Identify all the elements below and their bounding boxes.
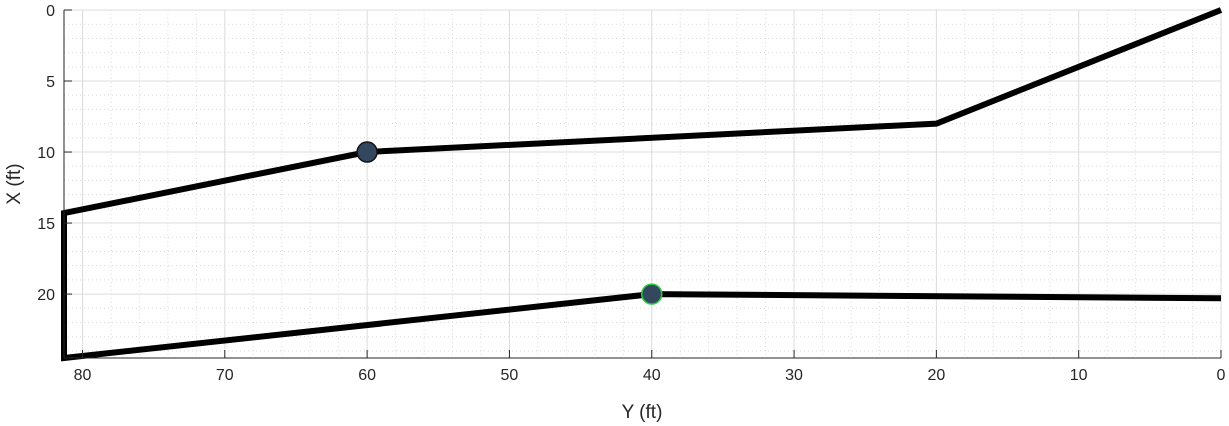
y-tick-label: 10 (37, 145, 55, 162)
x-tick-label: 70 (216, 367, 234, 384)
marker-layer (356, 141, 663, 305)
tick-layer: 80 70 60 50 40 30 20 10 0 0 5 10 15 20 (37, 3, 1225, 384)
y-tick-label: 15 (37, 216, 55, 233)
y-tick-label: 0 (46, 3, 55, 20)
y-tick-label: 20 (37, 287, 55, 304)
plot-area (64, 10, 1221, 358)
x-tick-label: 0 (1217, 367, 1226, 384)
x-tick-label: 40 (643, 367, 661, 384)
x-tick-label: 10 (1070, 367, 1088, 384)
y-tick-label: 5 (46, 74, 55, 91)
x-tick-label: 30 (785, 367, 803, 384)
x-axis-label: Y (ft) (622, 402, 663, 423)
axes-layer (63, 9, 1222, 359)
x-tick-label: 80 (74, 367, 92, 384)
major-grid (64, 9, 1222, 358)
x-tick-label: 60 (358, 367, 376, 384)
x-tick-label: 50 (501, 367, 519, 384)
x-tick-label: 20 (927, 367, 945, 384)
minor-grid (64, 10, 1221, 358)
data-marker-1 (356, 141, 378, 163)
data-marker-2 (641, 283, 663, 305)
y-axis-label: X (ft) (4, 163, 25, 204)
